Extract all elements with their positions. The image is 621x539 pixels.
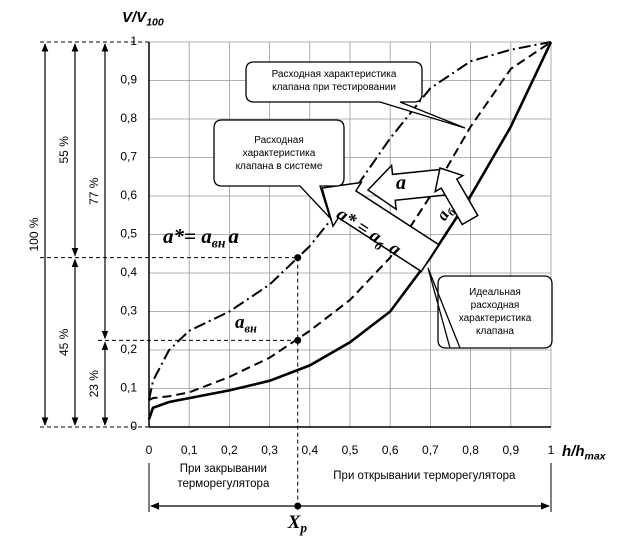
y-axis-label: V/V100: [122, 9, 164, 28]
y-tick-label: 0,4: [120, 265, 137, 279]
x-tick-label: 0,2: [221, 443, 238, 457]
y-tick-label: 1: [130, 34, 137, 48]
x-tick-label: 0,8: [462, 443, 479, 457]
dimension-label: 100 %: [27, 217, 41, 251]
callout-text: Расходная характеристика клапана в систе…: [235, 135, 323, 172]
y-tick-label: 0,8: [120, 111, 137, 125]
arrow-label: a: [396, 172, 406, 194]
dimension-label: 55 %: [57, 136, 71, 164]
formula-small: aвн: [235, 312, 257, 335]
y-axis-label-part: 100: [146, 16, 164, 28]
y-tick-label: 0: [130, 419, 137, 433]
dimension-label: 23 %: [87, 370, 101, 398]
hollow-arrow: [366, 163, 448, 211]
formula-part: вн: [212, 235, 226, 250]
formula-small-part: a: [235, 312, 245, 333]
hollow-arrow: [434, 167, 479, 226]
formula-small-part: вн: [245, 322, 258, 336]
dimension-label: 77 %: [87, 177, 101, 205]
region-label: При закрывании терморегулятора: [177, 463, 270, 490]
curve: [148, 41, 552, 401]
y-tick-label: 0,1: [120, 381, 137, 395]
x-tick-label: 0,4: [301, 443, 318, 457]
dimension-label: 45 %: [57, 328, 71, 356]
arrow-label-part: б: [445, 206, 458, 217]
formula: a*= aвн a: [163, 224, 239, 251]
xp-label: Xp: [287, 512, 308, 535]
x-tick-label: 0,1: [181, 443, 198, 457]
formula-part: a: [228, 224, 239, 248]
y-tick-label: 0,7: [120, 150, 137, 164]
reference-point: [294, 336, 302, 344]
reference-point: [294, 254, 302, 262]
callout-bubble: [427, 267, 553, 349]
x-tick-label: 0: [146, 443, 153, 457]
y-tick-label: 0,3: [120, 304, 137, 318]
x-axis-label: h/hmax: [562, 443, 607, 462]
x-tick-label: 0,7: [422, 443, 439, 457]
x-tick-label: 0,5: [342, 443, 359, 457]
callout-bubble: [245, 61, 466, 129]
y-tick-label: 0,9: [120, 73, 137, 87]
callout-text: Расходная характеристика клапана при тес…: [271, 69, 397, 93]
curve: [147, 41, 553, 420]
y-tick-label: 0,2: [120, 342, 137, 356]
region-label: При открывании терморегулятора: [333, 470, 516, 482]
x-tick-label: 1: [548, 443, 555, 457]
hollow-arrow: [321, 181, 440, 273]
formula-part: a*= a: [163, 224, 212, 248]
y-axis-label-part: V/V: [122, 9, 148, 26]
x-axis-label-part: max: [585, 450, 607, 462]
callout-bubble: [213, 119, 345, 219]
x-axis-label-part: h/h: [562, 443, 585, 460]
x-tick-label: 0,3: [261, 443, 278, 457]
xp-label-part: p: [299, 521, 307, 536]
x-tick-label: 0,6: [382, 443, 399, 457]
callout-text: Идеальная расходная характеристика клапа…: [458, 287, 532, 337]
y-tick-label: 0,5: [120, 227, 137, 241]
arrow-label-part: a: [396, 172, 406, 194]
xp-point: [294, 502, 302, 510]
curve: [148, 41, 552, 401]
y-tick-label: 0,6: [120, 188, 137, 202]
x-tick-label: 0,9: [502, 443, 519, 457]
xp-label-part: X: [287, 512, 302, 533]
